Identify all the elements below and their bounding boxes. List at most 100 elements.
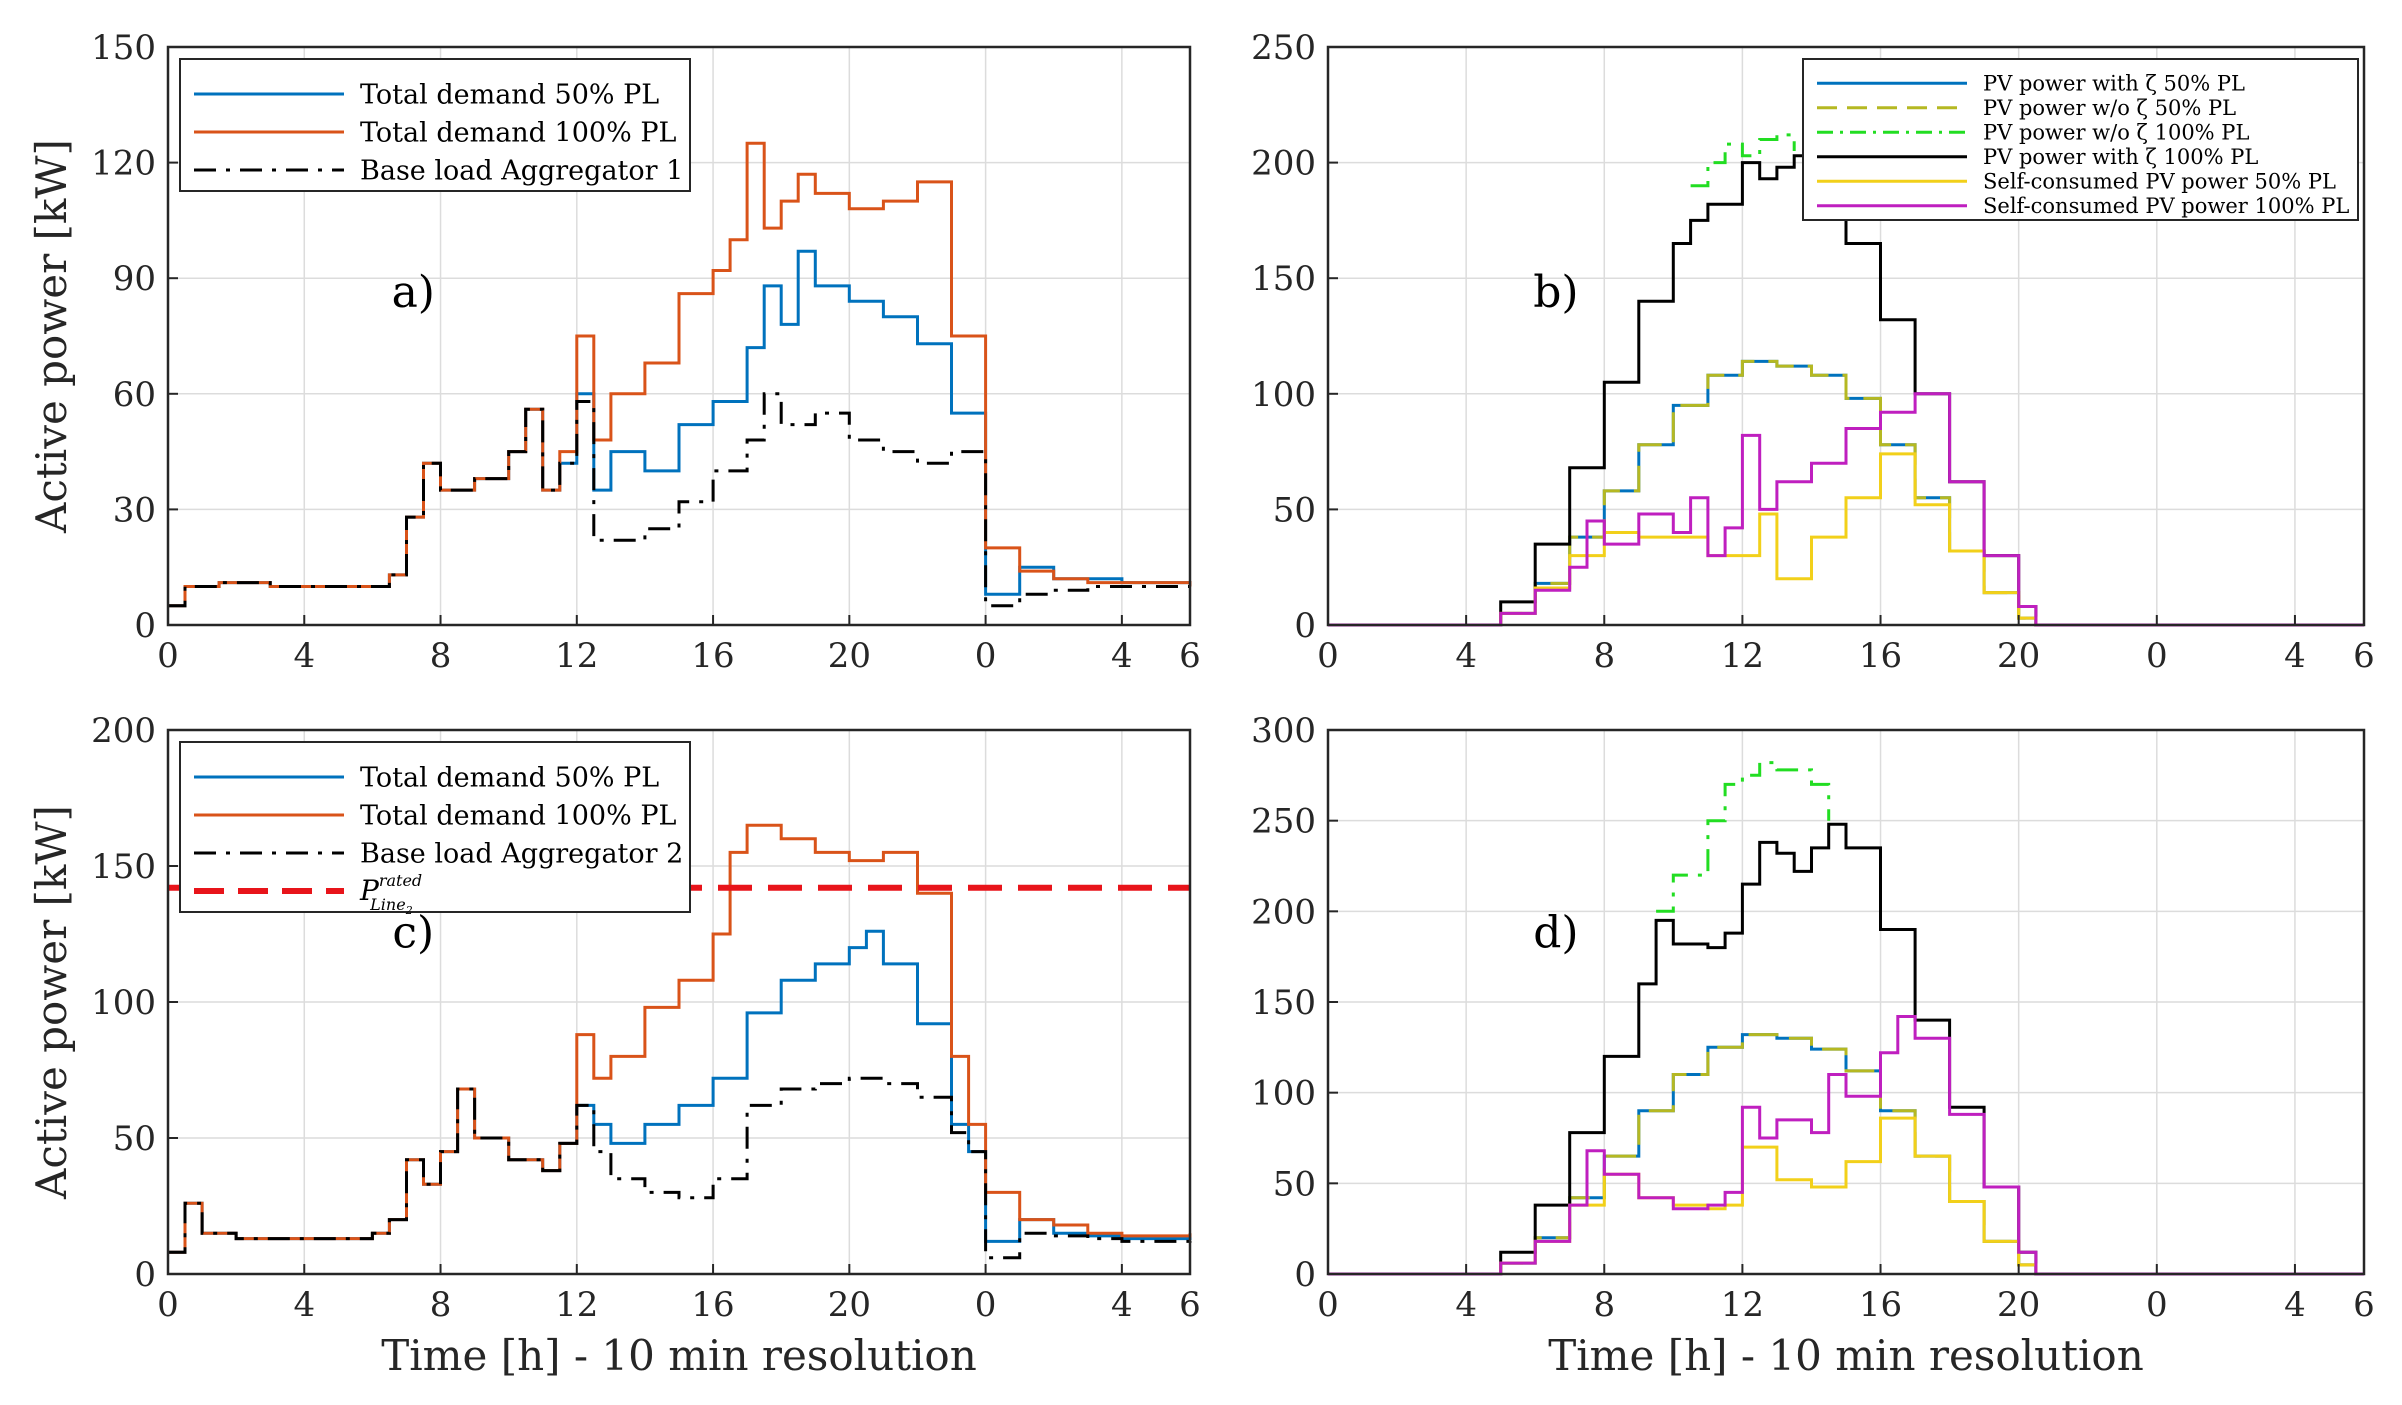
series-line-1 [1328, 359, 2364, 627]
panel-label: a) [392, 267, 435, 318]
x-tick-label: 0 [975, 636, 997, 676]
legend-label: PV power w/o ζ 50% PL [1983, 96, 2236, 120]
y-tick-label: 150 [1251, 259, 1316, 299]
x-tick-label: 16 [1859, 1285, 1902, 1325]
x-tick-label: 0 [975, 1285, 997, 1325]
legend-label: Self-consumed PV power 100% PL [1983, 194, 2349, 218]
y-tick-label: 150 [1251, 983, 1316, 1023]
x-tick-label: 0 [1317, 1285, 1339, 1325]
x-tick-label: 16 [691, 1285, 734, 1325]
y-tick-label: 250 [1251, 28, 1316, 68]
y-tick-label: 250 [1251, 802, 1316, 842]
legend-box [179, 58, 691, 192]
x-tick-label: 8 [430, 1285, 452, 1325]
x-tick-label: 12 [1721, 636, 1764, 676]
y-tick-label: 50 [1273, 1164, 1316, 1204]
y-tick-label: 150 [91, 847, 156, 887]
x-tick-label: 20 [828, 636, 871, 676]
legend-label: Total demand 100% PL [360, 117, 676, 148]
y-tick-label: 100 [1251, 375, 1316, 415]
y-tick-label: 200 [91, 711, 156, 751]
legend-label: Prated Line2 [359, 871, 422, 917]
x-tick-label: 6 [2353, 636, 2375, 676]
axes-frame [166, 45, 1192, 627]
legend-label: Total demand 100% PL [360, 800, 676, 831]
panel-label: b) [1533, 267, 1578, 318]
legend-label: Base load Aggregator 2 [360, 838, 683, 869]
y-tick-label: 60 [113, 375, 156, 415]
x-tick-label: 4 [2284, 636, 2306, 676]
x-tick-label: 0 [157, 1285, 179, 1325]
series-line-4 [1328, 1116, 2364, 1276]
y-tick-label: 0 [1294, 606, 1316, 646]
legend: Total demand 50% PL Total demand 100% PL B… [179, 741, 691, 917]
x-axis-label: Time [h] - 10 min resolution [381, 1331, 977, 1380]
legend-label: Total demand 50% PL [360, 762, 659, 793]
x-tick-label: 4 [293, 636, 315, 676]
series-line-0 [1328, 359, 2364, 627]
y-tick-label: 300 [1251, 711, 1316, 751]
x-tick-label: 6 [2353, 1285, 2375, 1325]
legend-label: Total demand 50% PL [360, 79, 659, 110]
series-line-1 [168, 141, 1192, 608]
x-tick-label: 16 [691, 636, 734, 676]
x-tick-label: 4 [1455, 636, 1477, 676]
legend-label: PV power with ζ 100% PL [1983, 145, 2258, 169]
series-line-1 [1328, 1033, 2364, 1276]
legend-label: Self-consumed PV power 50% PL [1983, 170, 2336, 194]
x-tick-label: 0 [1317, 636, 1339, 676]
x-tick-label: 8 [1593, 1285, 1615, 1325]
x-tick-label: 0 [157, 636, 179, 676]
y-tick-label: 100 [91, 983, 156, 1023]
x-tick-label: 8 [1593, 636, 1615, 676]
y-tick-label: 50 [113, 1119, 156, 1159]
y-tick-label: 0 [134, 1255, 156, 1295]
x-tick-label: 6 [1179, 1285, 1201, 1325]
y-tick-label: 100 [1251, 1074, 1316, 1114]
x-tick-label: 6 [1179, 636, 1201, 676]
y-tick-label: 200 [1251, 144, 1316, 184]
x-tick-label: 20 [1997, 1285, 2040, 1325]
x-tick-label: 0 [2146, 1285, 2168, 1325]
y-tick-label: 0 [134, 606, 156, 646]
axes-frame [1326, 45, 2366, 627]
y-tick-label: 0 [1294, 1255, 1316, 1295]
x-tick-label: 12 [1721, 1285, 1764, 1325]
panel-label: c) [392, 908, 434, 959]
x-tick-label: 12 [555, 1285, 598, 1325]
series-line-5 [1328, 392, 2364, 627]
legend-label: PV power w/o ζ 100% PL [1983, 121, 2249, 145]
legend-label: PV power with ζ 50% PL [1983, 72, 2245, 96]
series-line-4 [1328, 452, 2364, 627]
legend-label: Base load Aggregator 1 [360, 155, 683, 186]
legend: Total demand 50% PL Total demand 100% PL B… [179, 58, 691, 192]
legend-box [179, 741, 691, 913]
y-tick-label: 200 [1251, 892, 1316, 932]
series-line-2 [168, 1076, 1192, 1260]
x-tick-label: 0 [2146, 636, 2168, 676]
x-tick-label: 16 [1859, 636, 1902, 676]
x-tick-label: 4 [1111, 636, 1133, 676]
legend-box [1802, 58, 2359, 221]
y-axis-label: Active power [kW] [27, 139, 76, 534]
x-tick-label: 20 [1997, 636, 2040, 676]
x-tick-label: 4 [293, 1285, 315, 1325]
x-axis-label: Time [h] - 10 min resolution [1548, 1331, 2144, 1380]
y-axis-label: Active power [kW] [27, 805, 76, 1200]
series-line-2 [168, 392, 1190, 608]
x-tick-label: 4 [1455, 1285, 1477, 1325]
x-tick-label: 20 [828, 1285, 871, 1325]
series-line-5 [1328, 1015, 2364, 1276]
x-tick-label: 12 [555, 636, 598, 676]
y-tick-label: 90 [113, 259, 156, 299]
y-tick-label: 50 [1273, 490, 1316, 530]
series-line-2 [1690, 133, 1796, 188]
panel-label: d) [1533, 908, 1578, 959]
y-tick-label: 30 [113, 490, 156, 530]
